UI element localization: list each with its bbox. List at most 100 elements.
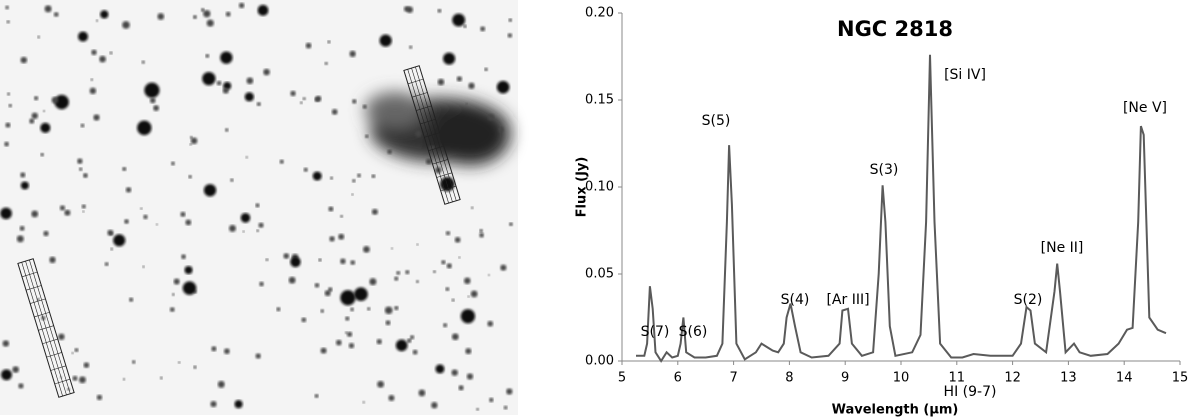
star bbox=[376, 338, 382, 345]
slit-line bbox=[30, 298, 46, 304]
star bbox=[507, 33, 513, 38]
slit-overlay bbox=[17, 258, 75, 398]
star bbox=[255, 353, 261, 359]
star bbox=[290, 90, 296, 97]
star bbox=[131, 360, 136, 364]
star bbox=[324, 61, 328, 65]
star bbox=[255, 203, 260, 208]
star bbox=[171, 161, 175, 166]
line-annotation: S(7) bbox=[641, 324, 670, 340]
star bbox=[109, 51, 113, 55]
star bbox=[83, 362, 90, 368]
star bbox=[256, 229, 260, 233]
star bbox=[470, 290, 478, 298]
star bbox=[327, 287, 333, 292]
line-annotation: [Ar III] bbox=[826, 292, 869, 308]
star bbox=[20, 181, 29, 190]
star bbox=[484, 67, 488, 72]
star bbox=[412, 349, 418, 355]
star bbox=[416, 243, 419, 246]
star bbox=[225, 11, 231, 17]
y-tick-label: 0.15 bbox=[585, 93, 614, 108]
star bbox=[222, 87, 229, 94]
star bbox=[331, 109, 338, 115]
star bbox=[71, 352, 74, 355]
star bbox=[465, 348, 472, 355]
star bbox=[350, 307, 354, 312]
star bbox=[203, 184, 217, 197]
star bbox=[211, 346, 217, 352]
star bbox=[456, 76, 463, 82]
y-tick-label: 0.10 bbox=[585, 180, 614, 195]
star bbox=[458, 385, 464, 391]
star bbox=[371, 174, 376, 179]
star bbox=[188, 174, 192, 179]
star bbox=[142, 265, 145, 269]
star bbox=[203, 10, 211, 18]
star bbox=[279, 159, 284, 164]
star bbox=[385, 320, 391, 326]
slit-line bbox=[416, 105, 432, 111]
star bbox=[149, 97, 156, 104]
star bbox=[185, 219, 192, 226]
star bbox=[245, 156, 248, 159]
star bbox=[51, 96, 59, 104]
star bbox=[443, 323, 448, 328]
star bbox=[437, 78, 445, 86]
star bbox=[40, 152, 44, 157]
star bbox=[44, 5, 52, 13]
star bbox=[59, 205, 66, 211]
star bbox=[5, 122, 11, 128]
star bbox=[500, 264, 507, 271]
slit-line bbox=[38, 325, 54, 331]
star bbox=[354, 287, 368, 302]
star bbox=[301, 317, 307, 323]
star bbox=[348, 342, 355, 349]
star bbox=[42, 109, 46, 113]
star bbox=[256, 102, 261, 107]
star bbox=[388, 394, 395, 402]
star bbox=[141, 60, 145, 64]
star bbox=[12, 366, 19, 373]
star bbox=[104, 262, 109, 267]
line-annotation: S(6) bbox=[679, 324, 708, 340]
star bbox=[177, 361, 181, 364]
x-tick-label: 5 bbox=[618, 371, 626, 386]
star bbox=[508, 18, 513, 22]
star bbox=[314, 393, 319, 398]
star bbox=[283, 253, 290, 259]
slit-line bbox=[432, 159, 448, 165]
star bbox=[379, 34, 392, 47]
star bbox=[89, 87, 97, 95]
star bbox=[487, 320, 494, 327]
star bbox=[506, 388, 513, 395]
star bbox=[363, 245, 370, 253]
star bbox=[338, 233, 345, 240]
star bbox=[394, 305, 399, 311]
star bbox=[29, 118, 35, 124]
star bbox=[31, 112, 38, 119]
slit-line bbox=[21, 271, 38, 278]
star bbox=[155, 223, 158, 226]
star bbox=[181, 254, 186, 260]
line-annotation: HI (9-7) bbox=[944, 384, 997, 400]
star bbox=[352, 99, 357, 104]
star bbox=[242, 230, 245, 233]
star bbox=[299, 101, 303, 105]
star bbox=[458, 256, 461, 259]
star bbox=[315, 95, 322, 102]
star bbox=[193, 365, 197, 369]
star bbox=[99, 55, 106, 63]
star bbox=[454, 237, 461, 243]
star bbox=[435, 167, 442, 174]
star bbox=[20, 172, 26, 178]
star bbox=[169, 307, 175, 312]
star bbox=[2, 340, 10, 347]
star bbox=[257, 4, 269, 16]
slit-line bbox=[50, 365, 67, 371]
line-annotation: [Ne II] bbox=[1041, 240, 1084, 256]
star bbox=[443, 52, 456, 65]
star bbox=[395, 339, 408, 352]
star bbox=[340, 258, 346, 265]
